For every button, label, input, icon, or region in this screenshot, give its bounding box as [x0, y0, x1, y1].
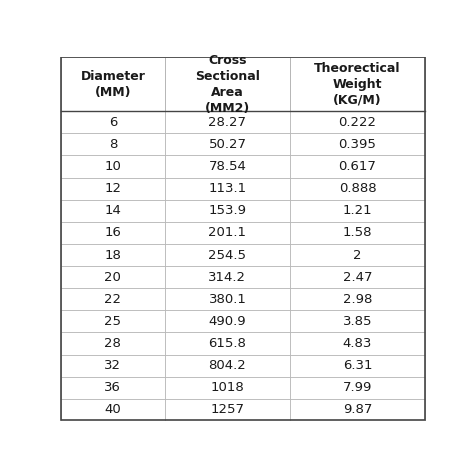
Text: 1.58: 1.58 — [343, 227, 372, 239]
Bar — [290, 133, 425, 156]
Text: Theorectical
Weight
(KG/M): Theorectical Weight (KG/M) — [314, 62, 401, 107]
Text: 50.27: 50.27 — [209, 138, 246, 151]
Bar — [165, 355, 290, 377]
Text: 9.87: 9.87 — [343, 403, 372, 416]
Text: 28: 28 — [104, 337, 121, 350]
Text: 153.9: 153.9 — [209, 204, 246, 217]
Bar — [61, 266, 165, 288]
Bar — [165, 156, 290, 177]
Text: 10: 10 — [104, 160, 121, 173]
Text: 25: 25 — [104, 315, 121, 328]
Text: 254.5: 254.5 — [209, 248, 246, 262]
Text: 16: 16 — [104, 227, 121, 239]
Bar — [290, 377, 425, 399]
Bar — [61, 244, 165, 266]
Text: 32: 32 — [104, 359, 121, 372]
Text: 2.98: 2.98 — [343, 293, 372, 306]
Bar — [165, 222, 290, 244]
Text: 1018: 1018 — [210, 381, 244, 394]
Bar — [61, 310, 165, 333]
Text: 36: 36 — [104, 381, 121, 394]
Bar — [290, 288, 425, 310]
Text: 4.83: 4.83 — [343, 337, 372, 350]
Text: 2.47: 2.47 — [343, 271, 372, 284]
Text: 28.27: 28.27 — [209, 116, 246, 129]
Text: 0.395: 0.395 — [338, 138, 376, 151]
Text: 201.1: 201.1 — [209, 227, 246, 239]
Bar — [61, 288, 165, 310]
Bar — [165, 288, 290, 310]
Text: Diameter
(MM): Diameter (MM) — [81, 70, 146, 99]
Text: 22: 22 — [104, 293, 121, 306]
Bar — [165, 266, 290, 288]
Bar — [61, 333, 165, 355]
Bar — [290, 266, 425, 288]
Bar — [61, 156, 165, 177]
Text: 380.1: 380.1 — [209, 293, 246, 306]
Text: 7.99: 7.99 — [343, 381, 372, 394]
Bar — [61, 399, 165, 421]
Bar — [165, 377, 290, 399]
Text: 18: 18 — [104, 248, 121, 262]
Bar — [290, 177, 425, 200]
Bar — [61, 222, 165, 244]
Bar — [61, 177, 165, 200]
Bar — [61, 377, 165, 399]
Text: 78.54: 78.54 — [209, 160, 246, 173]
Text: Cross
Sectional
Area
(MM2): Cross Sectional Area (MM2) — [195, 54, 260, 115]
Text: 615.8: 615.8 — [209, 337, 246, 350]
Text: 3.85: 3.85 — [343, 315, 372, 328]
Bar — [290, 333, 425, 355]
Bar — [290, 200, 425, 222]
Text: 14: 14 — [104, 204, 121, 217]
Text: 2: 2 — [353, 248, 362, 262]
Text: 12: 12 — [104, 182, 121, 195]
Text: 0.222: 0.222 — [338, 116, 376, 129]
Text: 8: 8 — [109, 138, 117, 151]
Bar — [290, 310, 425, 333]
Bar — [61, 355, 165, 377]
Bar — [61, 200, 165, 222]
Text: 1.21: 1.21 — [343, 204, 372, 217]
Bar — [290, 399, 425, 421]
Bar — [290, 244, 425, 266]
Bar — [61, 111, 165, 133]
Text: 20: 20 — [104, 271, 121, 284]
Bar — [165, 333, 290, 355]
Text: 113.1: 113.1 — [209, 182, 246, 195]
Bar — [165, 133, 290, 156]
Bar — [290, 355, 425, 377]
Bar — [290, 58, 425, 111]
Bar — [165, 58, 290, 111]
Bar — [165, 177, 290, 200]
Text: 804.2: 804.2 — [209, 359, 246, 372]
Text: 6.31: 6.31 — [343, 359, 372, 372]
Bar — [165, 399, 290, 421]
Text: 314.2: 314.2 — [209, 271, 246, 284]
Bar — [165, 111, 290, 133]
Text: 6: 6 — [109, 116, 117, 129]
Bar — [165, 310, 290, 333]
Bar — [290, 111, 425, 133]
Bar — [290, 156, 425, 177]
Text: 1257: 1257 — [210, 403, 245, 416]
Text: 490.9: 490.9 — [209, 315, 246, 328]
Text: 0.888: 0.888 — [338, 182, 376, 195]
Text: 40: 40 — [105, 403, 121, 416]
Bar — [165, 244, 290, 266]
Bar — [61, 58, 165, 111]
Bar — [165, 200, 290, 222]
Text: 0.617: 0.617 — [338, 160, 376, 173]
Bar — [290, 222, 425, 244]
Bar — [61, 133, 165, 156]
